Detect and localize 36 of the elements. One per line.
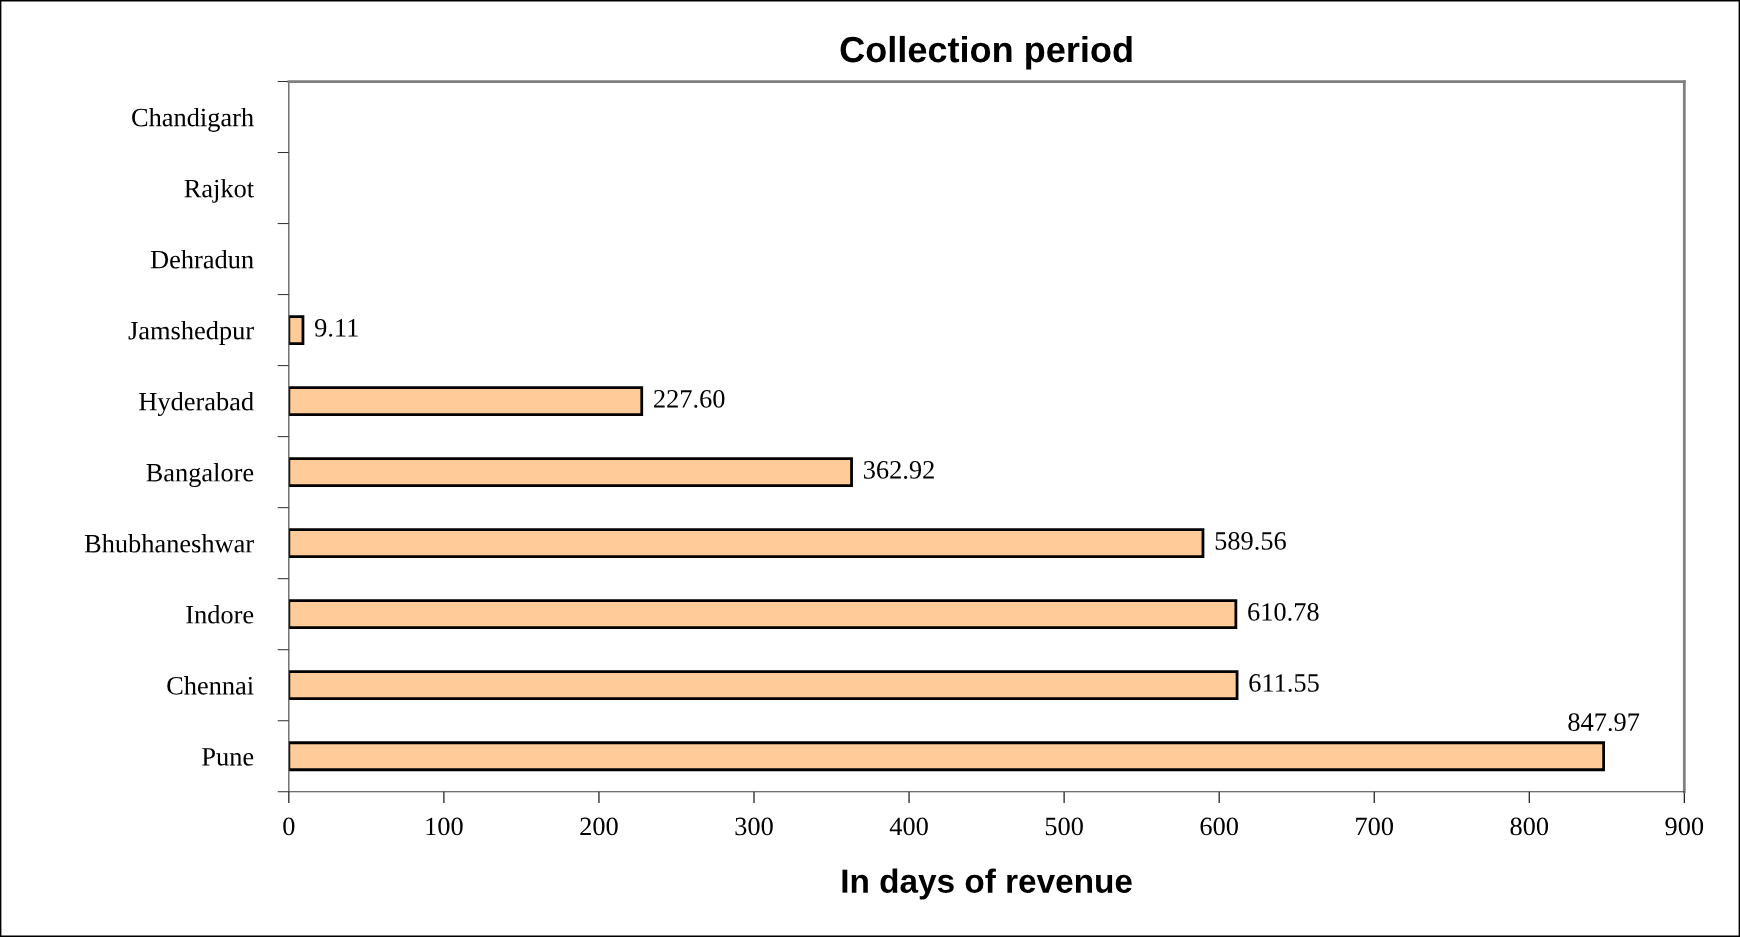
data-label: 227.60 <box>654 389 725 408</box>
bar <box>288 528 1205 559</box>
y-tick-label: Pune <box>202 748 254 766</box>
chart-title: Collection period <box>840 35 1132 70</box>
y-tick-label: Jamshedpur <box>128 320 254 345</box>
y-tick-label: Bangalore <box>146 463 254 487</box>
data-label: 589.56 <box>1215 531 1286 550</box>
y-tick-label: Indore <box>186 605 254 624</box>
x-tick-label: 700 <box>1356 817 1393 836</box>
x-tick-label: 100 <box>426 817 463 836</box>
bar <box>288 457 853 488</box>
x-tick-label: 200 <box>580 817 618 836</box>
data-label: 847.97 <box>1568 713 1640 732</box>
x-tick-label: 600 <box>1200 817 1238 836</box>
bar <box>288 386 644 417</box>
data-label: 362.92 <box>863 461 934 479</box>
y-tick-label: Chandigarh <box>132 107 254 132</box>
x-tick-label: 800 <box>1510 817 1549 836</box>
x-tick-label: 0 <box>283 817 295 836</box>
y-tick-label: Chennai <box>167 676 254 695</box>
x-axis-title: In days of revenue <box>842 868 1132 900</box>
data-label: 9.11 <box>314 318 358 337</box>
y-tick-label: Bhubhaneshwar <box>84 534 254 553</box>
y-tick-label: Hyderabad <box>139 391 254 416</box>
data-label: 610.78 <box>1248 603 1319 621</box>
bar <box>288 670 1239 701</box>
x-tick-label: 900 <box>1665 817 1704 836</box>
x-tick-label: 500 <box>1045 817 1083 836</box>
x-tick-label: 300 <box>735 817 773 836</box>
y-tick-label: Rajkot <box>184 178 254 203</box>
x-tick-label: 400 <box>889 817 928 836</box>
bar <box>288 741 1606 772</box>
y-tick-label: Dehradun <box>150 249 254 269</box>
bar <box>288 315 305 345</box>
data-label: 611.55 <box>1249 674 1319 692</box>
bar <box>288 599 1238 630</box>
